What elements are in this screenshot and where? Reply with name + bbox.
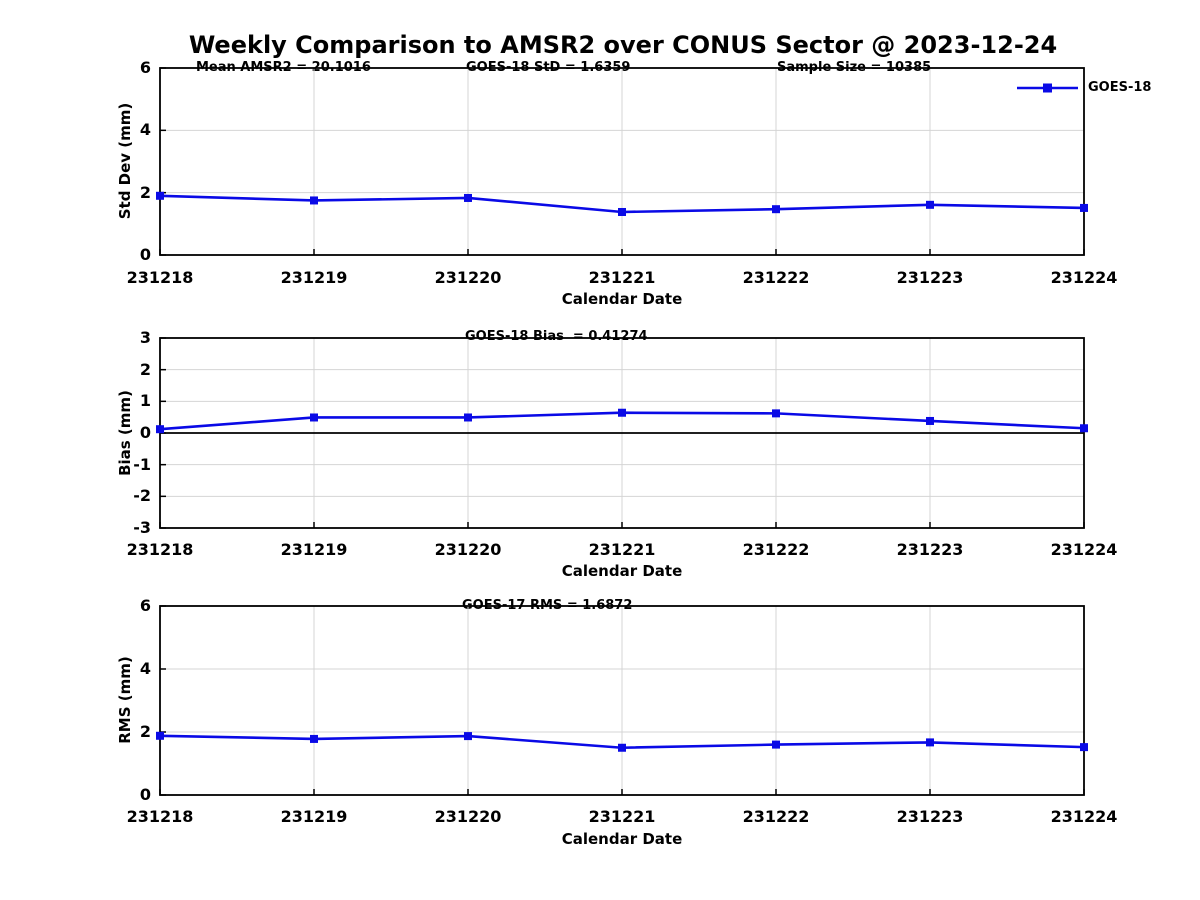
x-tick-label: 231224 xyxy=(1050,807,1118,826)
x-tick-label: 231222 xyxy=(742,540,810,559)
x-tick-label: 231218 xyxy=(126,807,194,826)
data-point xyxy=(1080,743,1088,752)
y-tick-label: 6 xyxy=(139,58,151,77)
x-tick-label: 231219 xyxy=(280,540,348,559)
data-point xyxy=(618,207,626,216)
data-point xyxy=(464,732,472,741)
y-tick-label: 0 xyxy=(139,423,151,442)
data-point xyxy=(772,205,780,214)
data-point xyxy=(464,193,472,202)
x-tick-label: 231223 xyxy=(896,540,964,559)
y-tick-label: 4 xyxy=(139,120,151,140)
x-tick-label: 231223 xyxy=(896,268,964,287)
y-axis-label-std-dev: Std Dev (mm) xyxy=(116,102,134,220)
data-point xyxy=(310,196,318,205)
subplot-3-canvas xyxy=(156,605,1088,796)
x-tick-label: 231221 xyxy=(588,268,656,287)
x-axis-label-3: Calendar Date xyxy=(561,830,683,848)
x-tick-label: 231221 xyxy=(588,807,656,826)
y-tick-label: 0 xyxy=(139,785,151,804)
legend: GOES-18 xyxy=(1010,79,1151,97)
data-point xyxy=(156,425,164,434)
subplot-2-canvas xyxy=(156,337,1088,529)
x-tick-label: 231220 xyxy=(434,540,502,559)
x-tick-label: 231220 xyxy=(434,807,502,826)
y-tick-label: -1 xyxy=(133,454,151,474)
x-axis-label-1: Calendar Date xyxy=(561,290,683,308)
data-point xyxy=(1080,424,1088,433)
data-point xyxy=(618,408,626,417)
x-tick-label: 231222 xyxy=(742,268,810,287)
legend-label: GOES-18 xyxy=(1088,80,1152,95)
data-point xyxy=(310,413,318,422)
x-axis-label-2: Calendar Date xyxy=(561,562,683,580)
y-tick-label: 6 xyxy=(139,596,151,615)
data-point xyxy=(926,416,934,425)
data-point xyxy=(772,740,780,749)
data-point xyxy=(926,200,934,209)
y-tick-label: -3 xyxy=(133,518,151,537)
data-point xyxy=(618,743,626,752)
x-tick-label: 231218 xyxy=(126,540,194,559)
data-point xyxy=(1080,203,1088,212)
data-point xyxy=(156,731,164,740)
y-tick-label: 3 xyxy=(139,328,151,347)
x-tick-label: 231220 xyxy=(434,268,502,287)
figure-title: Weekly Comparison to AMSR2 over CONUS Se… xyxy=(188,31,1058,59)
x-tick-label: 231223 xyxy=(896,807,964,826)
y-tick-label: 2 xyxy=(139,182,151,202)
data-point xyxy=(772,409,780,418)
x-tick-label: 231219 xyxy=(280,268,348,287)
y-tick-label: 4 xyxy=(139,659,151,678)
y-tick-label: 2 xyxy=(139,722,151,741)
y-tick-label: 1 xyxy=(139,391,151,411)
plot-frame xyxy=(159,605,1085,796)
data-point xyxy=(926,738,934,747)
y-tick-label: -2 xyxy=(133,486,151,506)
data-point xyxy=(310,734,318,743)
subplot-1-canvas xyxy=(156,67,1088,256)
data-point xyxy=(156,191,164,200)
x-tick-label: 231224 xyxy=(1050,268,1118,287)
legend-line-marker-icon xyxy=(1017,83,1078,93)
data-point xyxy=(464,413,472,422)
x-tick-label: 231218 xyxy=(126,268,194,287)
x-tick-label: 231219 xyxy=(280,807,348,826)
x-tick-label: 231224 xyxy=(1050,540,1118,559)
subplot-bias-title: GOES-18 Bias = 0.41274 xyxy=(465,329,648,344)
x-tick-label: 231222 xyxy=(742,807,810,826)
y-tick-label: 2 xyxy=(139,359,151,379)
y-tick-label: 0 xyxy=(139,245,151,264)
plot-frame xyxy=(159,67,1085,256)
x-tick-label: 231221 xyxy=(588,540,656,559)
